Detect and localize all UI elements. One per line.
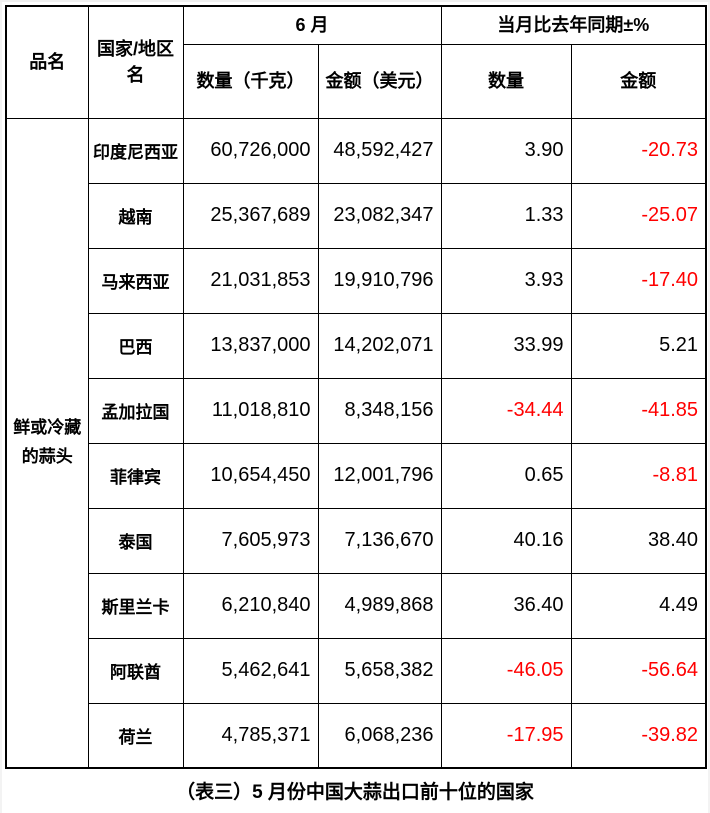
table-row: 鲜或冷藏的蒜头 印度尼西亚 60,726,000 48,592,427 3.90… [5,117,707,769]
amount-yoy-cell: -17.40 [570,247,707,314]
header-month-group: 6 月 [182,5,442,45]
country-cell: 阿联酋 [87,637,184,704]
amount-yoy-cell: -41.85 [570,377,707,444]
header-yoy-group: 当月比去年同期±% [440,5,707,45]
table-row: 马来西亚 21,031,853 19,910,796 3.93 -17.40 [6,247,707,314]
amount-cell: 6,068,236 [317,702,442,769]
qty-cell: 21,031,853 [182,247,319,314]
qty-yoy-cell: 1.33 [440,182,572,249]
country-cell: 印度尼西亚 [87,117,184,184]
country-cell: 泰国 [87,507,184,574]
amount-yoy-cell: 5.21 [570,312,707,379]
qty-cell: 4,785,371 [182,702,319,769]
qty-cell: 6,210,840 [182,572,319,639]
qty-yoy-cell: 33.99 [440,312,572,379]
product-name-cell: 鲜或冷藏的蒜头 [5,117,89,769]
qty-yoy-cell: 3.93 [440,247,572,314]
table-row: 斯里兰卡 6,210,840 4,989,868 36.40 4.49 [6,572,707,639]
qty-cell: 25,367,689 [182,182,319,249]
table-row: 菲律宾 10,654,450 12,001,796 0.65 -8.81 [6,442,707,509]
qty-cell: 10,654,450 [182,442,319,509]
amount-yoy-cell: 38.40 [570,507,707,574]
country-cell: 斯里兰卡 [87,572,184,639]
amount-cell: 12,001,796 [317,442,442,509]
header-qty-kg: 数量（千克） [182,43,319,119]
country-cell: 孟加拉国 [87,377,184,444]
table-row: 泰国 7,605,973 7,136,670 40.16 38.40 [6,507,707,574]
amount-yoy-cell: -25.07 [570,182,707,249]
table-caption: （表三）5 月份中国大蒜出口前十位的国家 [176,782,534,803]
qty-cell: 5,462,641 [182,637,319,704]
table-row: 孟加拉国 11,018,810 8,348,156 -34.44 -41.85 [6,377,707,444]
amount-cell: 8,348,156 [317,377,442,444]
amount-yoy-cell: -8.81 [570,442,707,509]
country-cell: 越南 [87,182,184,249]
qty-yoy-cell: 40.16 [440,507,572,574]
qty-yoy-cell: -17.95 [440,702,572,769]
amount-yoy-cell: -39.82 [570,702,707,769]
qty-yoy-cell: -46.05 [440,637,572,704]
country-cell: 巴西 [87,312,184,379]
amount-cell: 48,592,427 [317,117,442,184]
country-cell: 荷兰 [87,702,184,769]
amount-cell: 4,989,868 [317,572,442,639]
amount-cell: 7,136,670 [317,507,442,574]
qty-yoy-cell: 3.90 [440,117,572,184]
country-cell: 菲律宾 [87,442,184,509]
table-row: 阿联酋 5,462,641 5,658,382 -46.05 -56.64 [6,637,707,704]
amount-cell: 5,658,382 [317,637,442,704]
qty-yoy-cell: 0.65 [440,442,572,509]
header-yoy-qty: 数量 [440,43,572,119]
amount-yoy-cell: -20.73 [570,117,707,184]
qty-yoy-cell: 36.40 [440,572,572,639]
header-country-region: 国家/地区名 [87,5,184,119]
header-yoy-amount: 金额 [570,43,707,119]
table-row: 荷兰 4,785,371 6,068,236 -17.95 -39.82 [6,702,707,769]
qty-cell: 11,018,810 [182,377,319,444]
amount-cell: 19,910,796 [317,247,442,314]
qty-cell: 60,726,000 [182,117,319,184]
table-row: 巴西 13,837,000 14,202,071 33.99 5.21 [6,312,707,379]
amount-yoy-cell: -56.64 [570,637,707,704]
qty-yoy-cell: -34.44 [440,377,572,444]
header-amount-usd: 金额（美元） [317,43,442,119]
qty-cell: 13,837,000 [182,312,319,379]
amount-cell: 23,082,347 [317,182,442,249]
table-row: 越南 25,367,689 23,082,347 1.33 -25.07 [6,182,707,249]
header-product-name: 品名 [5,5,89,119]
qty-cell: 7,605,973 [182,507,319,574]
amount-yoy-cell: 4.49 [570,572,707,639]
garlic-export-table: 品名 国家/地区名 6 月 当月比去年同期±% 数量（千克） 金额（美元） 数量… [5,5,708,769]
country-cell: 马来西亚 [87,247,184,314]
amount-cell: 14,202,071 [317,312,442,379]
